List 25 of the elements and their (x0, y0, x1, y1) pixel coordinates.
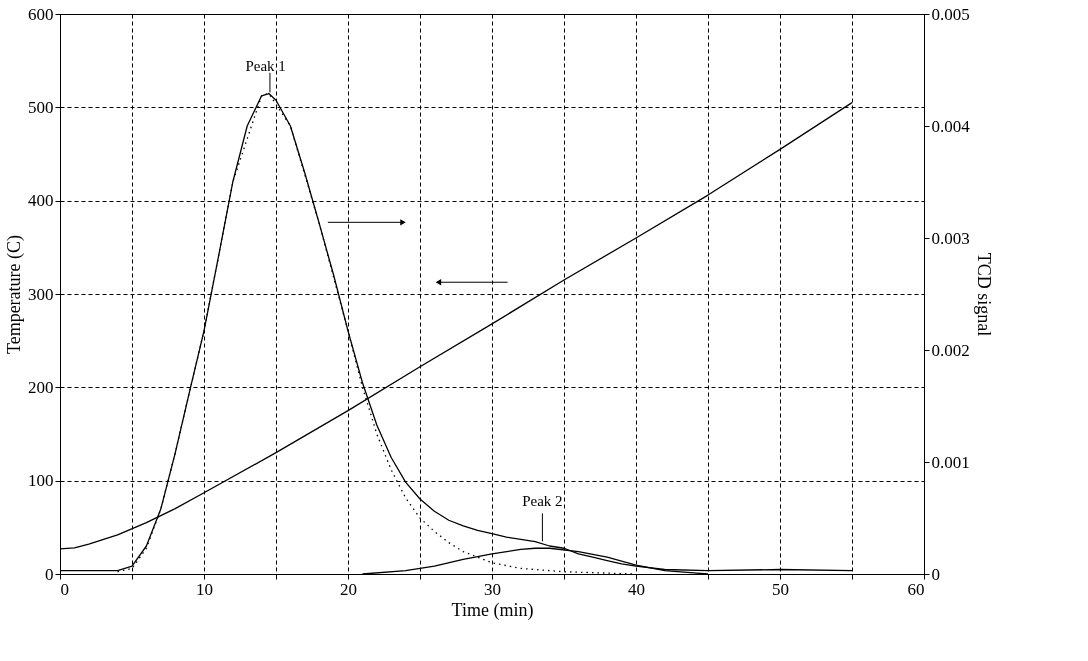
y2-axis-title: TCD signal (973, 252, 994, 337)
y2-tick-label: 0.004 (931, 116, 971, 136)
y-tick-label: 600 (28, 4, 54, 24)
annotation: Peak 1 (245, 57, 286, 74)
y-tick-label: 400 (28, 191, 54, 211)
y2-tick-label: 0.001 (931, 452, 970, 472)
y-tick-label: 500 (28, 97, 54, 117)
x-tick-label: 0 (60, 579, 69, 599)
y-axis-title: Temperature (C) (4, 234, 25, 355)
y2-tick-label: 0.005 (931, 4, 970, 24)
y2-tick-label: 0.003 (931, 228, 970, 248)
y2-tick-label: 0.002 (931, 340, 970, 360)
y-tick-label: 200 (28, 377, 54, 397)
y-tick-label: 0 (45, 564, 54, 584)
y2-tick-label: 0 (931, 564, 940, 584)
x-tick-label: 20 (340, 579, 357, 599)
x-tick-label: 10 (196, 579, 213, 599)
y-tick-label: 300 (28, 284, 54, 304)
x-axis-title: Time (min) (451, 599, 534, 621)
x-tick-label: 40 (628, 579, 645, 599)
x-tick-label: 30 (484, 579, 501, 599)
y-tick-label: 100 (28, 471, 54, 491)
annotation: Peak 2 (522, 493, 563, 510)
x-tick-label: 50 (772, 579, 789, 599)
x-tick-label: 60 (907, 579, 925, 599)
